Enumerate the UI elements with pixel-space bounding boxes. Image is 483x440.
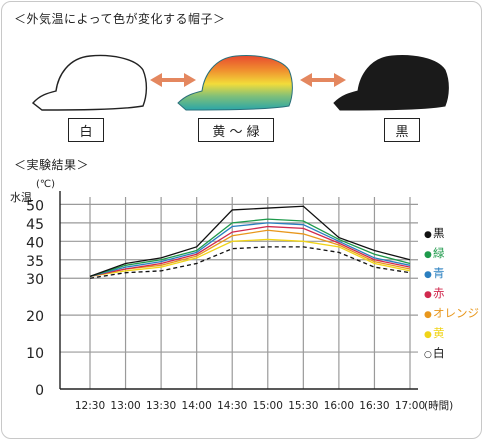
x-tick-label: 15:00 <box>253 400 283 412</box>
white-hat-label: 白 <box>68 118 104 142</box>
legend-marker-オレンジ: ● <box>424 310 432 320</box>
y-tick-label: 50 <box>26 198 44 214</box>
figure-title: ＜外気温によって色が変化する帽子＞ <box>14 12 226 26</box>
x-tick-label: 13:00 <box>110 400 140 412</box>
legend-label-青: 青 <box>433 266 445 280</box>
y-axis-label: 水温 <box>10 191 32 204</box>
legend-label-黄: 黄 <box>433 326 445 340</box>
series-line-黄 <box>89 238 411 278</box>
x-axis-unit: (時間) <box>424 400 453 412</box>
y-tick-label: 0 <box>35 383 44 399</box>
hats-illustration <box>31 54 449 111</box>
x-tick-label: 15:30 <box>288 400 318 412</box>
y-tick-label: 40 <box>26 235 44 251</box>
series-line-白 <box>89 246 411 279</box>
x-tick-label: 13:30 <box>146 400 176 412</box>
series-line-オレンジ <box>89 229 411 278</box>
legend-marker-黄: ● <box>424 330 432 340</box>
x-tick-label: 14:30 <box>217 400 247 412</box>
black-hat-label: 黒 <box>384 118 420 142</box>
white-hat-icon <box>31 54 148 111</box>
legend-label-赤: 赤 <box>433 286 445 300</box>
y-tick-label: 35 <box>26 254 44 270</box>
x-tick-label: 17:00 <box>395 400 425 412</box>
legend-marker-赤: ● <box>424 290 432 300</box>
x-tick-label: 16:30 <box>359 400 389 412</box>
x-tick-label: 16:00 <box>324 400 354 412</box>
legend-marker-白: ○ <box>424 350 432 360</box>
y-tick-label: 10 <box>26 346 44 362</box>
gradient-hat-icon <box>177 55 293 111</box>
legend-marker-青: ● <box>424 270 432 280</box>
y-tick-label: 30 <box>26 272 44 288</box>
series-line-赤 <box>89 225 411 278</box>
legend-label-緑: 緑 <box>433 246 445 260</box>
y-tick-label: 20 <box>26 309 44 325</box>
double-arrow-left-icon <box>150 73 196 87</box>
legend-marker-黒: ● <box>424 230 432 240</box>
series-line-青 <box>89 222 411 278</box>
gradient-hat-label: 黄 ～ 緑 <box>198 118 274 142</box>
y-tick-label: 45 <box>26 217 44 233</box>
x-tick-label: 12:30 <box>75 400 105 412</box>
x-tick-label: 14:00 <box>182 400 212 412</box>
y-axis-unit: (℃) <box>36 179 55 190</box>
series-line-黒 <box>89 205 411 277</box>
series-line-緑 <box>89 218 411 278</box>
legend-marker-緑: ● <box>424 250 432 260</box>
legend-label-黒: 黒 <box>433 226 445 240</box>
legend-label-白: 白 <box>433 346 445 360</box>
black-hat-icon <box>333 55 449 111</box>
legend-label-オレンジ: オレンジ <box>433 306 479 320</box>
double-arrow-right-icon <box>300 73 346 87</box>
results-title: ＜実験結果＞ <box>14 158 90 172</box>
